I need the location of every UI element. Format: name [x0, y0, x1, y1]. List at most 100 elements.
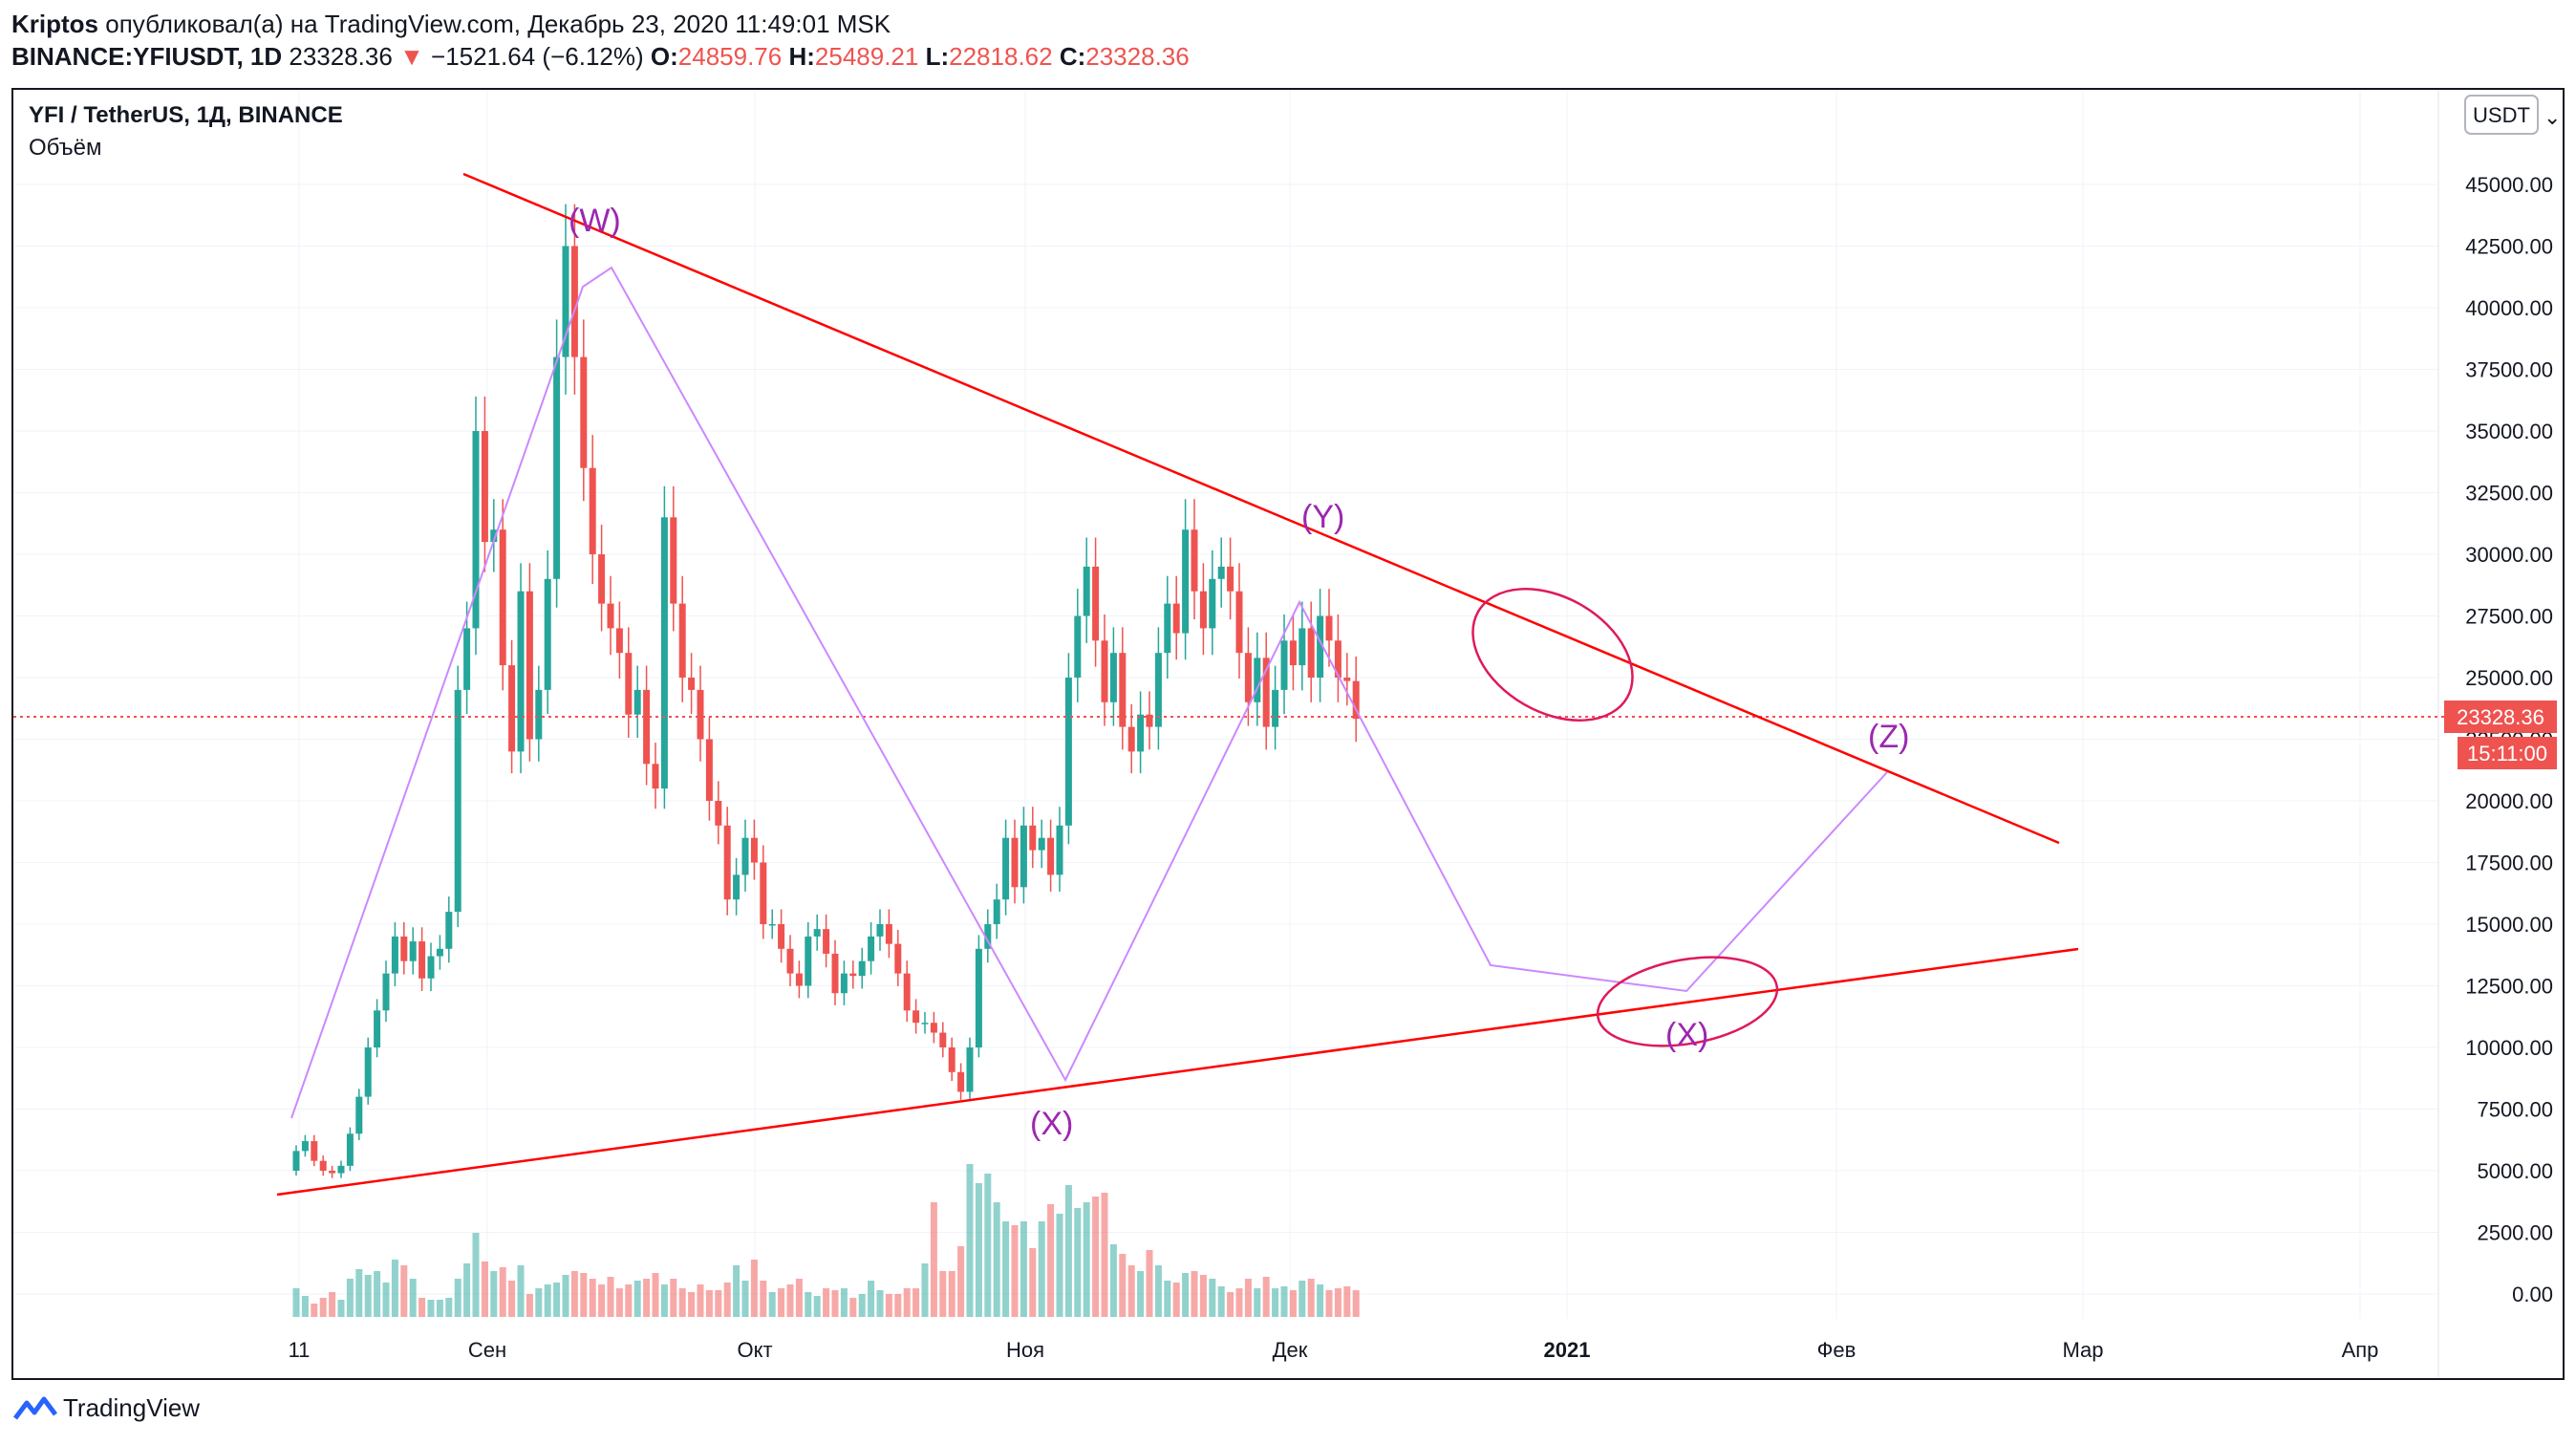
volume-bar: [346, 1279, 354, 1317]
candle-body: [984, 924, 992, 949]
volume-bar: [499, 1267, 506, 1317]
volume-bar: [1209, 1279, 1216, 1317]
candle-body: [490, 529, 498, 543]
time-tick-label: Окт: [737, 1338, 772, 1362]
candle-body: [823, 929, 830, 954]
countdown-label: 15:11:00: [2467, 742, 2547, 766]
candle-body: [1011, 837, 1019, 888]
volume-bar: [912, 1288, 920, 1317]
volume-bar: [1011, 1225, 1019, 1317]
candle-body: [805, 936, 812, 986]
volume-bar: [311, 1304, 318, 1317]
volume-bar: [526, 1294, 533, 1317]
open-label: O:: [650, 42, 678, 71]
volume-bar: [778, 1288, 785, 1317]
volume-bar: [1119, 1254, 1127, 1317]
volume-bar: [1244, 1279, 1252, 1317]
volume-bar: [301, 1296, 309, 1317]
candle-body: [1227, 566, 1234, 592]
candle-body: [975, 948, 982, 1047]
candle-body: [903, 973, 911, 1011]
volume-bar: [984, 1174, 992, 1317]
candle-body: [1272, 689, 1279, 727]
candle-body: [346, 1133, 354, 1166]
volume-bar: [670, 1279, 677, 1317]
volume-bar: [1020, 1221, 1027, 1317]
price-tick-label: 17500.00: [2465, 852, 2553, 875]
volume-bar: [858, 1294, 866, 1317]
volume-bar: [633, 1281, 641, 1317]
wave-label-x1: (X): [1030, 1106, 1073, 1142]
candle-body: [319, 1160, 327, 1171]
volume-bar: [292, 1288, 300, 1317]
volume-bar: [1056, 1214, 1063, 1317]
candle-body: [966, 1047, 974, 1092]
candle-body: [697, 689, 704, 740]
volume-bar: [409, 1279, 417, 1317]
candle-body: [1146, 714, 1153, 727]
open-value: 24859.76: [677, 42, 783, 71]
volume-bar: [1038, 1221, 1045, 1317]
target-ellipse-upper: [1471, 588, 1634, 722]
price-tick-label: 12500.00: [2465, 975, 2553, 999]
candle-body: [1352, 680, 1360, 720]
candle-body: [311, 1141, 318, 1161]
volume-bar: [445, 1298, 453, 1317]
time-tick-label: 2021: [1544, 1338, 1591, 1362]
candle-body: [1137, 714, 1145, 752]
candle-body: [652, 764, 659, 789]
candle-body: [526, 591, 533, 740]
volume-bar: [391, 1260, 398, 1317]
chart-frame[interactable]: [11, 88, 2565, 1380]
volume-bar: [1137, 1271, 1145, 1317]
candle-body: [535, 689, 543, 740]
volume-bar: [939, 1271, 947, 1317]
candle-body: [400, 936, 408, 961]
volume-bar: [795, 1279, 803, 1317]
volume-bar: [463, 1263, 471, 1317]
volume-bar: [715, 1290, 722, 1317]
candle-body: [1289, 640, 1297, 666]
volume-bar: [921, 1263, 929, 1317]
candle-body: [1217, 566, 1225, 579]
volume-bar: [400, 1265, 408, 1317]
candle-body: [813, 929, 821, 937]
price-tick-label: 30000.00: [2465, 543, 2553, 567]
candle-body: [1092, 566, 1100, 641]
volume-bar: [1191, 1271, 1198, 1317]
candle-body: [930, 1023, 937, 1033]
volume-bar: [1343, 1286, 1351, 1317]
price-tick-label: 5000.00: [2477, 1159, 2553, 1183]
candle-body: [885, 924, 892, 944]
current-price-label: 23328.36: [2457, 705, 2544, 729]
brand-name[interactable]: TradingView: [63, 1393, 201, 1422]
volume-bar: [1235, 1288, 1243, 1317]
time-tick-label: Апр: [2342, 1338, 2379, 1362]
volume-bar: [517, 1265, 525, 1317]
volume-bar: [1307, 1279, 1315, 1317]
volume-bar: [903, 1288, 911, 1317]
volume-bar: [1154, 1265, 1162, 1317]
candle-body: [589, 467, 596, 554]
candle-body: [1235, 591, 1243, 654]
volume-bar: [1083, 1202, 1090, 1317]
candle-body: [715, 801, 722, 826]
volume-bar: [1092, 1197, 1100, 1317]
candle-body: [301, 1141, 309, 1152]
volume-bar: [472, 1233, 480, 1317]
tradingview-logo-icon[interactable]: [13, 1395, 57, 1422]
candle-body: [553, 356, 561, 579]
candle-body: [1020, 825, 1027, 888]
candle-body: [1038, 837, 1045, 851]
wave-label-x2: (X): [1665, 1017, 1708, 1053]
chevron-down-icon: ⌄: [2544, 105, 2561, 129]
author-name[interactable]: Kriptos: [11, 10, 98, 38]
volume-bar: [1299, 1281, 1306, 1317]
volume-bar: [481, 1262, 488, 1317]
volume-bar: [490, 1271, 498, 1317]
candle-body: [382, 973, 390, 1011]
price-tick-label: 15000.00: [2465, 913, 2553, 937]
volume-bar: [1272, 1288, 1279, 1317]
candle-body: [409, 941, 417, 961]
